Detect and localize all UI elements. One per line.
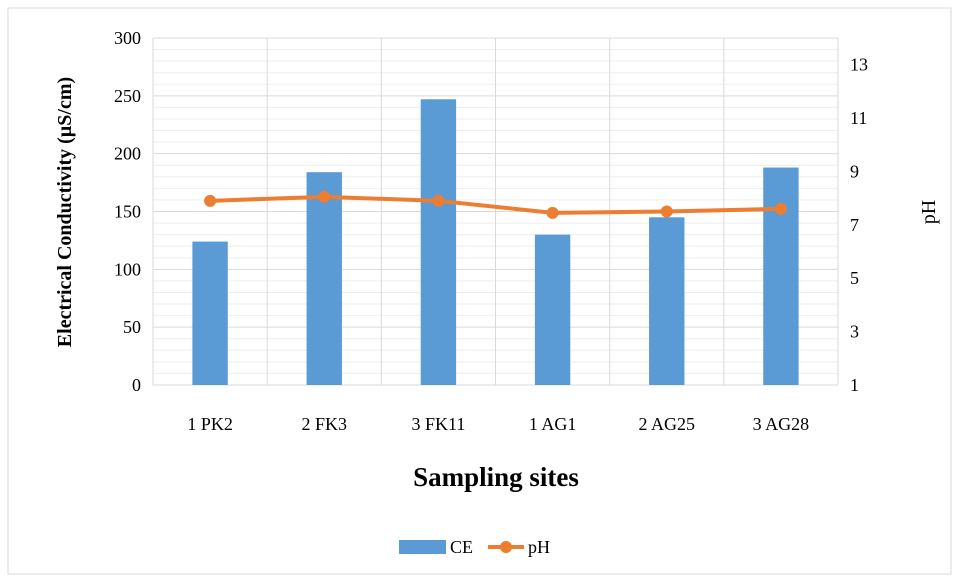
point-ph — [547, 207, 559, 219]
y-right-tick-label: 13 — [850, 55, 868, 75]
bar-ce — [763, 168, 798, 385]
point-ph — [432, 195, 444, 207]
y-right-tick-label: 3 — [850, 322, 859, 342]
y-tick-label: 150 — [114, 202, 141, 222]
y-right-tick-label: 1 — [850, 375, 859, 395]
point-ph — [204, 195, 216, 207]
bar-ce — [649, 217, 684, 385]
y-tick-label: 200 — [114, 144, 141, 164]
legend-swatch-ce — [399, 540, 446, 554]
bar-ce — [192, 242, 227, 385]
y-right-tick-label: 11 — [850, 108, 867, 128]
x-axis-title: Sampling sites — [413, 462, 579, 492]
y-tick-label: 100 — [114, 259, 141, 279]
point-ph — [318, 191, 330, 203]
y-tick-label: 50 — [123, 317, 141, 337]
x-tick-label: 3 FK11 — [411, 414, 465, 434]
y-axis-title: Electrical Conductivity (µS/cm) — [54, 77, 76, 347]
point-ph — [661, 206, 673, 218]
bar-ce — [535, 235, 570, 385]
y-tick-label: 250 — [114, 86, 141, 106]
y-tick-label: 300 — [114, 28, 141, 48]
y-right-tick-label: 7 — [850, 215, 859, 235]
y-right-tick-label: 9 — [850, 161, 859, 181]
y-axis-right-title: pH — [918, 200, 940, 224]
y-right-tick-label: 5 — [850, 268, 859, 288]
legend-marker-ph — [500, 541, 512, 553]
bar-ce — [421, 99, 456, 385]
bar-ce — [307, 172, 342, 385]
x-tick-label: 2 AG25 — [638, 414, 695, 434]
legend-label-ph: pH — [528, 537, 550, 557]
x-tick-label: 2 FK3 — [301, 414, 347, 434]
x-tick-label: 1 PK2 — [187, 414, 233, 434]
x-tick-label: 3 AG28 — [753, 414, 810, 434]
point-ph — [775, 203, 787, 215]
y-tick-label: 0 — [132, 375, 141, 395]
legend-label-ce: CE — [450, 537, 473, 557]
x-tick-label: 1 AG1 — [529, 414, 577, 434]
